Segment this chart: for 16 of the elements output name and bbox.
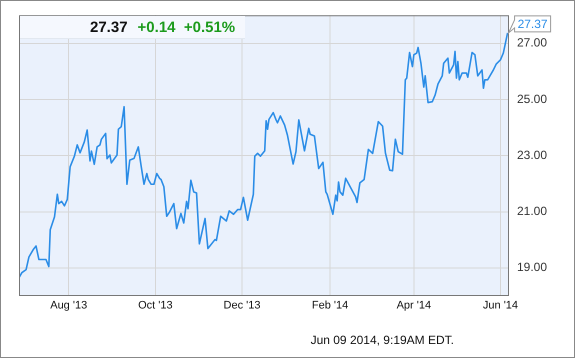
- header-panel: 27.37 +0.14 +0.51%: [20, 16, 246, 39]
- text: Jun 09 2014, 9:19AM EDT.: [310, 333, 454, 347]
- y-tick-label: 23.00: [517, 148, 548, 162]
- chart-subtitle: +0.14 +0.51%: [138, 18, 236, 36]
- x-tick-label: Feb '14: [312, 300, 348, 312]
- x-tick-label: Jun '14: [482, 300, 518, 312]
- x-tick-label: Apr '14: [396, 300, 432, 312]
- x-tick-label: Oct '13: [138, 300, 173, 312]
- y-tick-label: 25.00: [517, 92, 548, 106]
- x-tick-label: Aug '13: [50, 300, 88, 312]
- y-tick-label: 21.00: [517, 204, 548, 218]
- annotation: 27.37: [518, 17, 548, 32]
- y-tick-label: 19.00: [517, 260, 548, 274]
- chart-title: 27.37: [90, 18, 128, 36]
- x-tick-label: Dec '13: [224, 300, 260, 312]
- y-tick-label: 27.00: [517, 36, 548, 50]
